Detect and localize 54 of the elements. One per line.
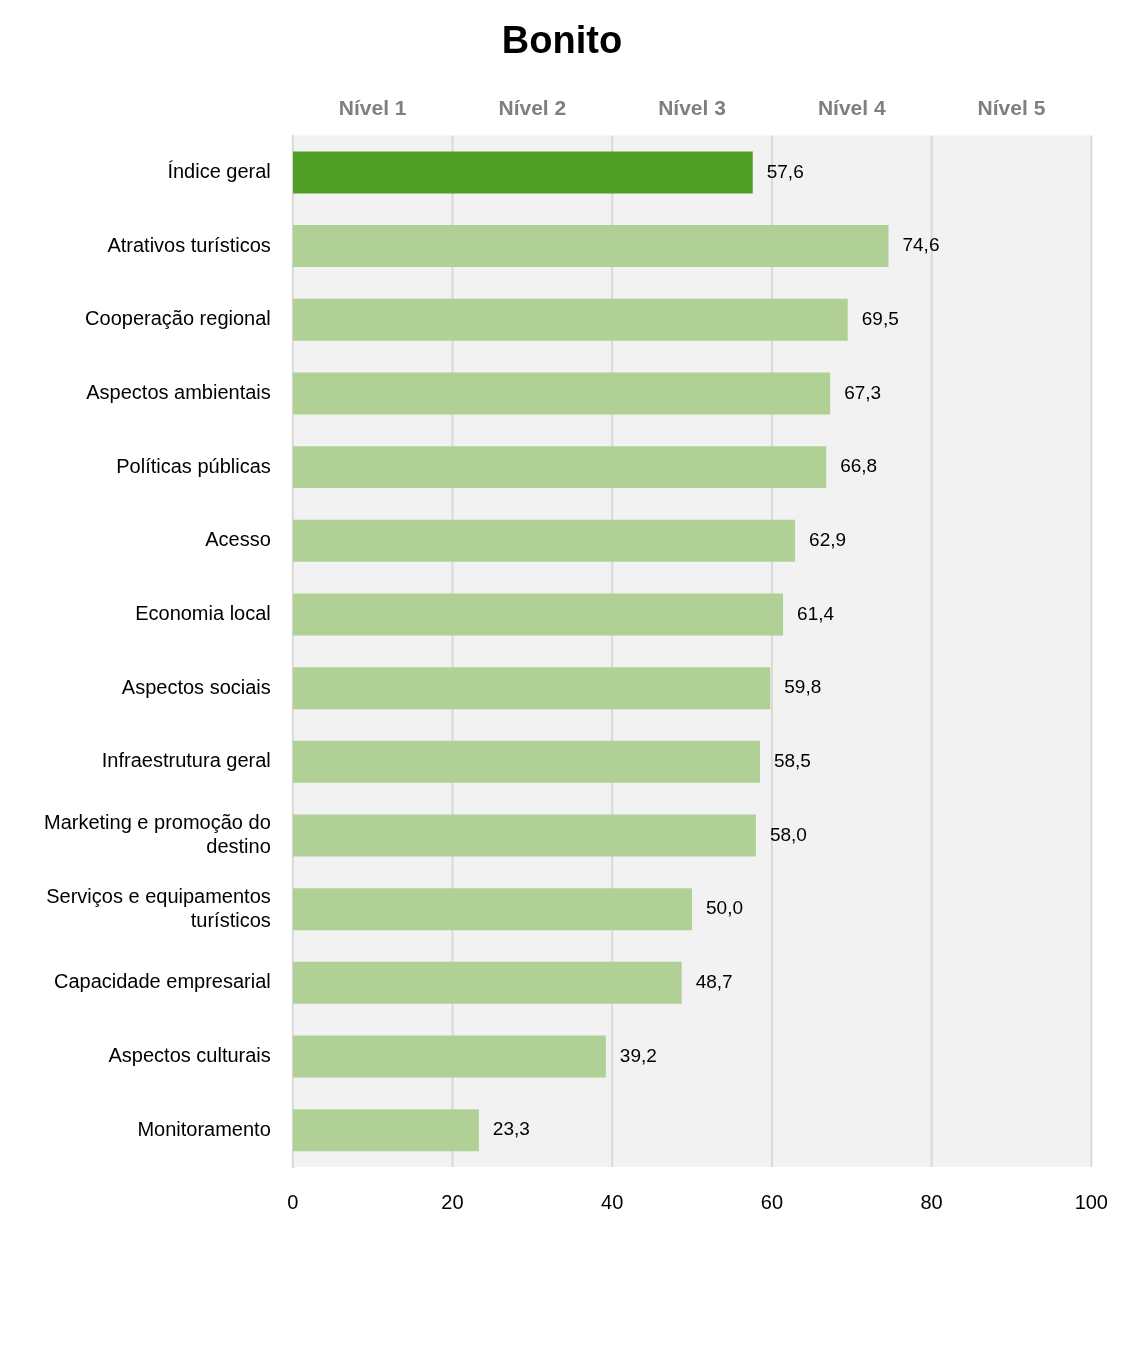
data-label: 61,4: [797, 602, 835, 624]
band-label: Nível 2: [498, 96, 567, 120]
y-tick-label: Infraestrutura geral: [101, 749, 271, 772]
band-label: Nível 5: [977, 96, 1046, 120]
band-label: Nível 3: [658, 96, 726, 120]
x-tick-label: 100: [1074, 1190, 1108, 1213]
bar: [292, 225, 889, 268]
y-tick-label: Aspectos culturais: [108, 1044, 271, 1067]
y-tick-label: Serviços e equipamentos turísticos: [46, 884, 271, 931]
bar: [292, 372, 831, 415]
bar: [292, 593, 784, 636]
bar: [292, 961, 682, 1004]
data-label: 62,9: [809, 529, 847, 551]
bar: [292, 667, 771, 710]
bar: [292, 446, 827, 489]
y-tick-label: Aspectos ambientais: [86, 380, 271, 403]
x-tick-label: 20: [441, 1190, 464, 1213]
bar: [292, 1035, 606, 1078]
data-label: 69,5: [861, 308, 899, 330]
bar: [292, 888, 693, 931]
data-label: 74,6: [902, 234, 940, 256]
band-label: Nível 4: [817, 96, 886, 120]
y-tick-label: Cooperação regional: [85, 307, 271, 330]
bar: [292, 814, 756, 857]
bar: [292, 519, 796, 562]
band-label: Nível 1: [338, 96, 407, 120]
y-tick-label: Monitoramento: [137, 1117, 271, 1140]
data-label: 50,0: [706, 897, 744, 919]
y-tick-label: Aspectos sociais: [121, 675, 271, 698]
data-label: 58,0: [769, 823, 807, 845]
bar: [292, 1109, 479, 1152]
data-label: 57,6: [766, 160, 804, 182]
x-tick-label: 40: [601, 1190, 624, 1213]
x-tick-label: 60: [760, 1190, 784, 1213]
data-label: 48,7: [695, 971, 733, 993]
chart-title: Bonito: [501, 19, 623, 62]
y-tick-label: Índice geral: [167, 159, 271, 182]
y-tick-label: Políticas públicas: [116, 454, 271, 477]
y-tick-label: Marketing e promoção do destino: [43, 810, 271, 857]
bar: [292, 151, 753, 194]
data-label: 39,2: [619, 1044, 657, 1066]
data-label: 23,3: [492, 1118, 530, 1140]
data-label: 59,8: [784, 676, 822, 698]
x-tick-label: 80: [920, 1190, 943, 1213]
bar: [292, 298, 848, 341]
y-tick-label: Acesso: [205, 528, 271, 551]
data-label: 66,8: [840, 455, 878, 477]
y-tick-label: Atrativos turísticos: [107, 233, 271, 256]
bar: [292, 740, 760, 783]
y-tick-label: Capacidade empresarial: [53, 970, 271, 993]
y-tick-label: Economia local: [135, 601, 271, 624]
data-label: 58,5: [773, 750, 811, 772]
x-tick-label: 0: [287, 1190, 299, 1213]
data-label: 67,3: [844, 381, 882, 403]
